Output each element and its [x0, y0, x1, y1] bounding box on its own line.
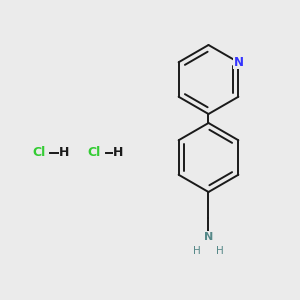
- Text: Cl: Cl: [32, 146, 46, 160]
- Text: Cl: Cl: [88, 146, 101, 160]
- Text: N: N: [204, 232, 213, 242]
- Text: H: H: [216, 246, 224, 256]
- Text: H: H: [193, 246, 201, 256]
- Text: N: N: [233, 56, 243, 69]
- Text: H: H: [113, 146, 124, 160]
- Text: H: H: [59, 146, 70, 160]
